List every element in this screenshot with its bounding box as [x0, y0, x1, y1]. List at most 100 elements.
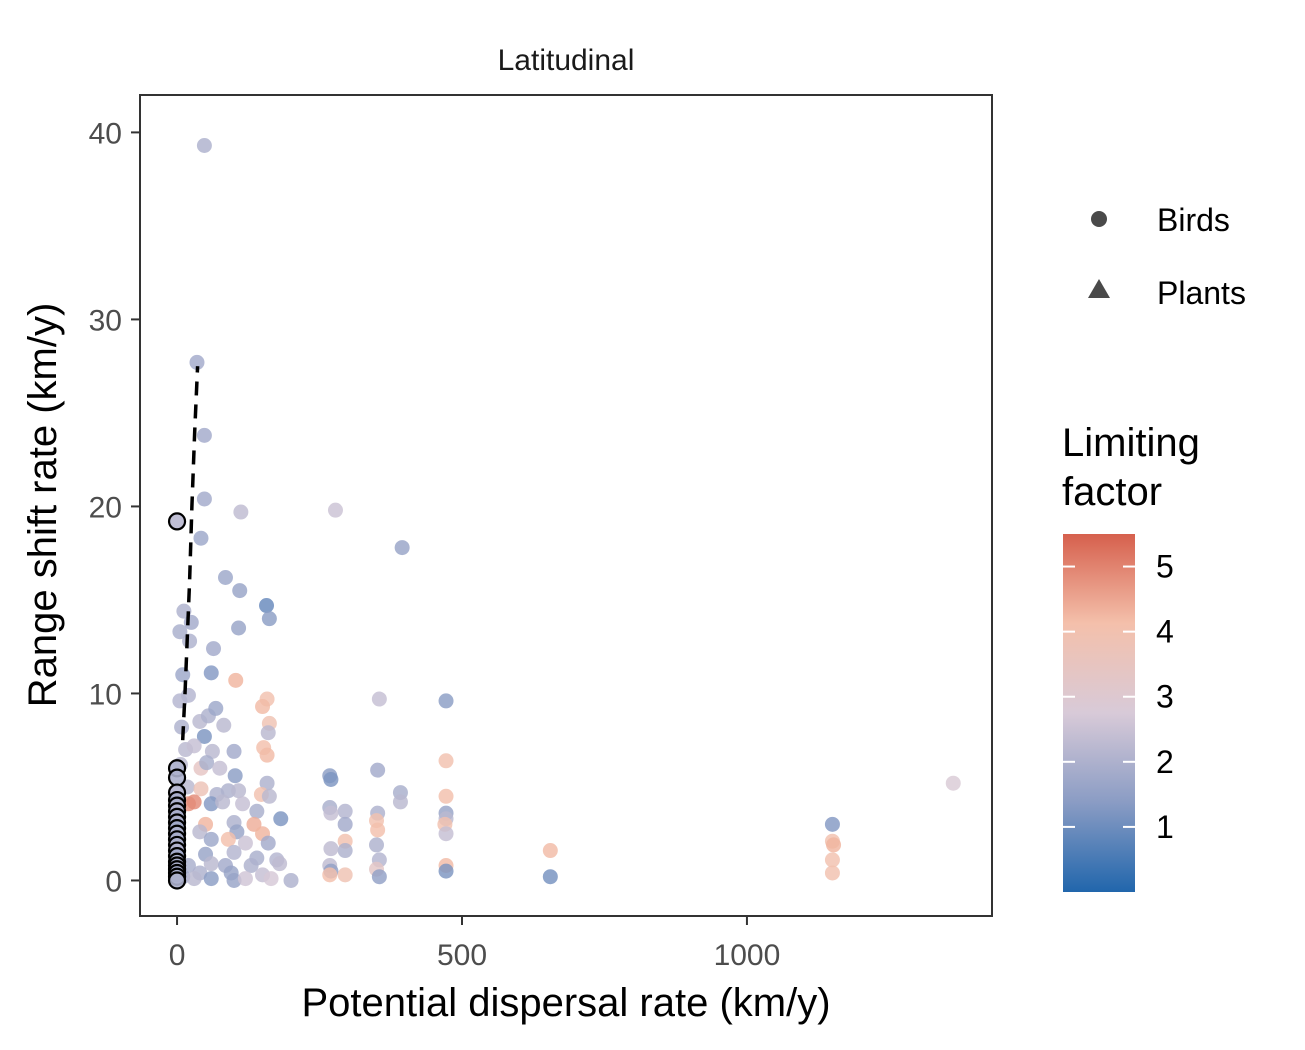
bird-point: [369, 837, 385, 853]
color-legend-title-line2: factor: [1062, 470, 1162, 514]
bird-point: [261, 788, 277, 804]
bird-point: [370, 822, 386, 838]
bird-point: [438, 693, 454, 709]
bird-point: [259, 747, 275, 763]
bird-point: [203, 871, 219, 887]
bird-point: [203, 856, 219, 872]
bird-point: [542, 843, 558, 859]
bird-point: [232, 583, 248, 599]
bird-point: [220, 783, 236, 799]
bird-point: [438, 863, 454, 879]
bird-point: [216, 717, 232, 733]
plants-points-layer: [167, 512, 187, 890]
bird-point: [824, 865, 840, 881]
bird-point: [826, 837, 842, 853]
color-legend: Limiting factor 1 2 3 4 5: [1062, 421, 1200, 892]
bird-point: [175, 667, 191, 683]
bird-point: [196, 427, 212, 443]
bird-point: [203, 796, 219, 812]
bird-point: [208, 700, 224, 716]
x-axis-title: Potential dispersal rate (km/y): [301, 981, 830, 1025]
bird-point: [255, 699, 271, 715]
legend-plants-triangle-icon: [1088, 279, 1110, 298]
legend-birds-label: Birds: [1157, 202, 1230, 238]
bird-point: [233, 504, 249, 520]
x-tick-label: 500: [437, 939, 487, 972]
bird-point: [394, 540, 410, 556]
bird-point: [824, 852, 840, 868]
bird-point: [327, 502, 343, 518]
bird-point: [235, 796, 251, 812]
bird-point: [228, 672, 244, 688]
bird-point: [370, 762, 386, 778]
bird-point: [189, 354, 205, 370]
bird-point: [203, 665, 219, 681]
bird-point: [438, 788, 454, 804]
bird-point: [231, 620, 247, 636]
x-tick-label: 0: [169, 939, 186, 972]
y-tick-label: 30: [89, 304, 122, 337]
y-tick-label: 10: [89, 678, 122, 711]
bird-point: [371, 691, 387, 707]
x-tick-label: 1000: [714, 939, 781, 972]
bird-point: [249, 803, 265, 819]
bird-point: [542, 869, 558, 885]
bird-point: [322, 867, 338, 883]
bird-point: [323, 805, 339, 821]
colorbar-ticks: 1 2 3 4 5: [1063, 549, 1174, 845]
bird-point: [193, 530, 209, 546]
bird-point: [226, 844, 242, 860]
bird-point: [186, 794, 202, 810]
bird-point: [337, 816, 353, 832]
bird-point: [212, 760, 228, 776]
bird-point: [243, 858, 259, 874]
bird-point: [323, 841, 339, 857]
bird-point: [438, 753, 454, 769]
bird-point: [259, 598, 275, 614]
points-layer: [172, 137, 961, 888]
colorbar-tick-label: 2: [1156, 744, 1174, 780]
bird-point: [196, 137, 212, 153]
bird-point: [259, 775, 275, 791]
bird-point: [227, 768, 243, 784]
bird-point: [186, 871, 202, 887]
panel-title: Latitudinal: [498, 44, 635, 77]
bird-point: [945, 775, 961, 791]
bird-point: [204, 743, 220, 759]
legend-birds-circle-icon: [1091, 211, 1107, 227]
color-legend-title-line1: Limiting: [1062, 421, 1200, 465]
plant-point: [167, 768, 187, 787]
y-axis: 0 10 20 30 40: [89, 117, 140, 898]
bird-point: [371, 869, 387, 885]
colorbar: [1063, 534, 1135, 892]
bird-point: [203, 831, 219, 847]
bird-point: [199, 755, 215, 771]
bird-point: [337, 803, 353, 819]
bird-point: [392, 794, 408, 810]
fit-line: [180, 366, 200, 741]
bird-point: [237, 835, 253, 851]
bird-point: [261, 611, 277, 627]
bird-point: [323, 771, 339, 787]
bird-point: [260, 835, 276, 851]
bird-point: [182, 633, 198, 649]
bird-point: [283, 872, 299, 888]
bird-point: [438, 826, 454, 842]
bird-point: [193, 781, 209, 797]
bird-point: [231, 783, 247, 799]
bird-point: [220, 831, 236, 847]
bird-point: [260, 725, 276, 741]
bird-point: [206, 641, 222, 657]
colorbar-tick-label: 4: [1156, 614, 1174, 650]
bird-point: [273, 811, 289, 827]
bird-point: [337, 843, 353, 859]
y-tick-label: 20: [89, 491, 122, 524]
y-tick-label: 40: [89, 117, 122, 150]
x-axis: 0 500 1000: [169, 916, 781, 972]
bird-point: [824, 816, 840, 832]
bird-point: [172, 624, 188, 640]
shape-legend: Birds Plants: [1088, 202, 1246, 311]
bird-point: [215, 794, 231, 810]
bird-point: [186, 738, 202, 754]
